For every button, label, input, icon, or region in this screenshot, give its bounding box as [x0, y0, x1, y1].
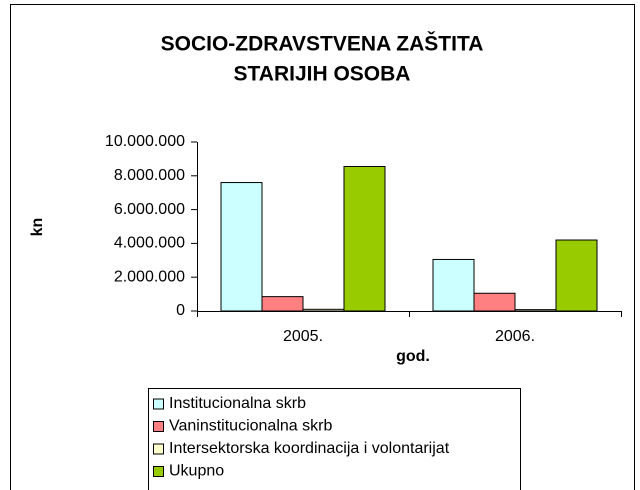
- y-tick-label: 10.000.000: [105, 133, 185, 150]
- y-tick-label: 8.000.000: [114, 167, 185, 184]
- x-tick-label: 2005.: [283, 328, 323, 345]
- legend-label: Intersektorska koordinacija i volontarij…: [169, 440, 450, 457]
- x-tick-label: 2006.: [495, 328, 535, 345]
- legend-swatch: [153, 466, 164, 477]
- legend-label: Institucionalna skrb: [169, 395, 306, 412]
- legend: [148, 388, 521, 490]
- chart-title: SOCIO-ZDRAVSTVENA ZAŠTITA: [161, 32, 484, 56]
- bar: [473, 292, 516, 312]
- bar: [220, 182, 263, 312]
- y-tick-label: 0: [176, 302, 185, 319]
- bar: [514, 309, 557, 312]
- legend-label: Vaninstitucionalna skrb: [169, 418, 332, 435]
- bar: [432, 258, 475, 312]
- bar: [555, 239, 598, 312]
- y-tick-label: 2.000.000: [114, 268, 185, 285]
- legend-label: Ukupno: [169, 463, 224, 480]
- y-tick-label: 6.000.000: [114, 201, 185, 218]
- bar: [343, 166, 386, 312]
- legend-swatch: [153, 443, 164, 455]
- y-axis-label: kn: [29, 218, 46, 237]
- bar: [261, 296, 304, 312]
- y-tick-label: 4.000.000: [114, 235, 185, 252]
- chart-title: STARIJIH OSOBA: [234, 63, 411, 86]
- x-axis-label: god.: [396, 348, 430, 365]
- legend-swatch: [153, 398, 164, 410]
- legend-swatch: [153, 421, 164, 432]
- bar: [302, 308, 345, 312]
